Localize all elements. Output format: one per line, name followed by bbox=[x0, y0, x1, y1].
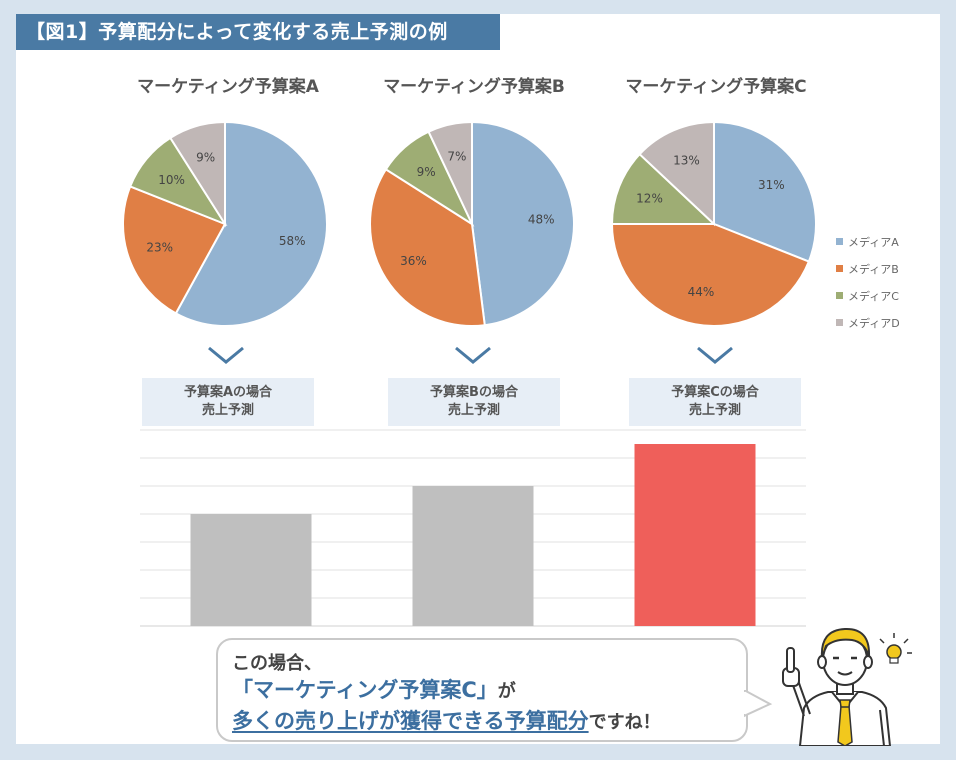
callout-tail-text: ですね！ bbox=[588, 712, 661, 733]
pie-data-label: 44% bbox=[688, 285, 715, 299]
chevron-down-icon bbox=[697, 346, 733, 364]
figure-title: 【図1】予算配分によって変化する売上予測の例 bbox=[16, 14, 500, 50]
case-sublabel: 売上予測 bbox=[688, 403, 741, 418]
bar-0 bbox=[190, 514, 312, 626]
pie-data-label: 36% bbox=[400, 254, 427, 268]
pie-data-label: 58% bbox=[279, 234, 306, 248]
legend-swatch-media-d bbox=[836, 319, 843, 326]
case-box-a: 予算案Aの場合 売上予測 bbox=[142, 378, 314, 426]
case-sublabel: 売上予測 bbox=[201, 403, 254, 418]
callout-line-1: この場合、 bbox=[232, 653, 322, 674]
callout-bubble: この場合、 「マーケティング予算案C」が 多くの売り上げが獲得できる予算配分です… bbox=[216, 638, 748, 742]
legend-label: メディアB bbox=[848, 262, 899, 276]
pie-data-label: 9% bbox=[417, 165, 436, 179]
pie-data-label: 48% bbox=[528, 213, 555, 227]
callout-highlight: 多くの売り上げが獲得できる予算配分 bbox=[232, 709, 589, 733]
legend-swatch-media-c bbox=[836, 292, 843, 299]
legend-item-media-b: メディアB bbox=[836, 255, 900, 282]
legend-swatch-media-b bbox=[836, 265, 843, 272]
legend-label: メディアA bbox=[848, 235, 899, 249]
legend-label: メディアD bbox=[848, 316, 900, 330]
pie-title-a: マーケティング予算案A bbox=[137, 77, 319, 97]
legend-swatch-media-a bbox=[836, 238, 843, 245]
pie-slice bbox=[174, 120, 328, 327]
bar-1 bbox=[412, 486, 534, 626]
pie-slice bbox=[638, 120, 715, 227]
pie-slice bbox=[471, 120, 575, 327]
businessman-illustration bbox=[782, 627, 912, 746]
pie-data-label: 9% bbox=[196, 150, 215, 164]
chevron-down-icon bbox=[455, 346, 491, 364]
pie-slice bbox=[610, 152, 717, 225]
pie-slice bbox=[427, 120, 473, 225]
case-box-b: 予算案Bの場合 売上予測 bbox=[388, 378, 560, 426]
callout-plan-name: 「マーケティング予算案C」 bbox=[232, 678, 498, 702]
pie-title-c: マーケティング予算案C bbox=[625, 77, 807, 97]
legend-label: メディアC bbox=[848, 289, 899, 303]
pie-data-label: 10% bbox=[158, 173, 185, 187]
pie-data-label: 12% bbox=[636, 191, 663, 205]
pie-charts: 58% 23% 10% 9% 48% 36% 9% 7% 31% 44% 12% 13% bbox=[122, 120, 817, 327]
bar-2 bbox=[634, 444, 756, 626]
case-box-c: 予算案Cの場合 売上予測 bbox=[629, 378, 801, 426]
pie-slice bbox=[713, 120, 817, 263]
case-label: 予算案Bの場合 bbox=[430, 385, 518, 400]
pie-title-b: マーケティング予算案B bbox=[383, 77, 565, 97]
pie-data-label: 31% bbox=[758, 178, 785, 192]
pie-data-label: 7% bbox=[447, 149, 466, 163]
callout-particle: が bbox=[497, 681, 516, 702]
case-sublabel: 売上予測 bbox=[447, 403, 500, 418]
pie-legend: メディアA メディアB メディアC メディアD bbox=[836, 228, 900, 336]
pie-slice bbox=[168, 120, 226, 228]
callout-line-3: 多くの売り上げが獲得できる予算配分ですね！ bbox=[232, 706, 732, 738]
case-label: 予算案Cの場合 bbox=[671, 385, 759, 400]
legend-item-media-c: メディアC bbox=[836, 282, 900, 309]
pie-slice bbox=[369, 167, 486, 327]
callout-line-2: 「マーケティング予算案C」が bbox=[232, 676, 732, 706]
chevron-down-icon bbox=[208, 346, 244, 364]
legend-item-media-a: メディアA bbox=[836, 228, 900, 255]
legend-item-media-d: メディアD bbox=[836, 309, 900, 336]
callout-pointer bbox=[744, 690, 773, 718]
case-label: 予算案Aの場合 bbox=[183, 385, 273, 400]
pie-slice bbox=[122, 185, 227, 315]
lightbulb-icon bbox=[879, 633, 912, 664]
pie-slice bbox=[610, 223, 811, 327]
pie-data-label: 23% bbox=[146, 240, 173, 254]
pie-data-label: 13% bbox=[673, 153, 700, 167]
